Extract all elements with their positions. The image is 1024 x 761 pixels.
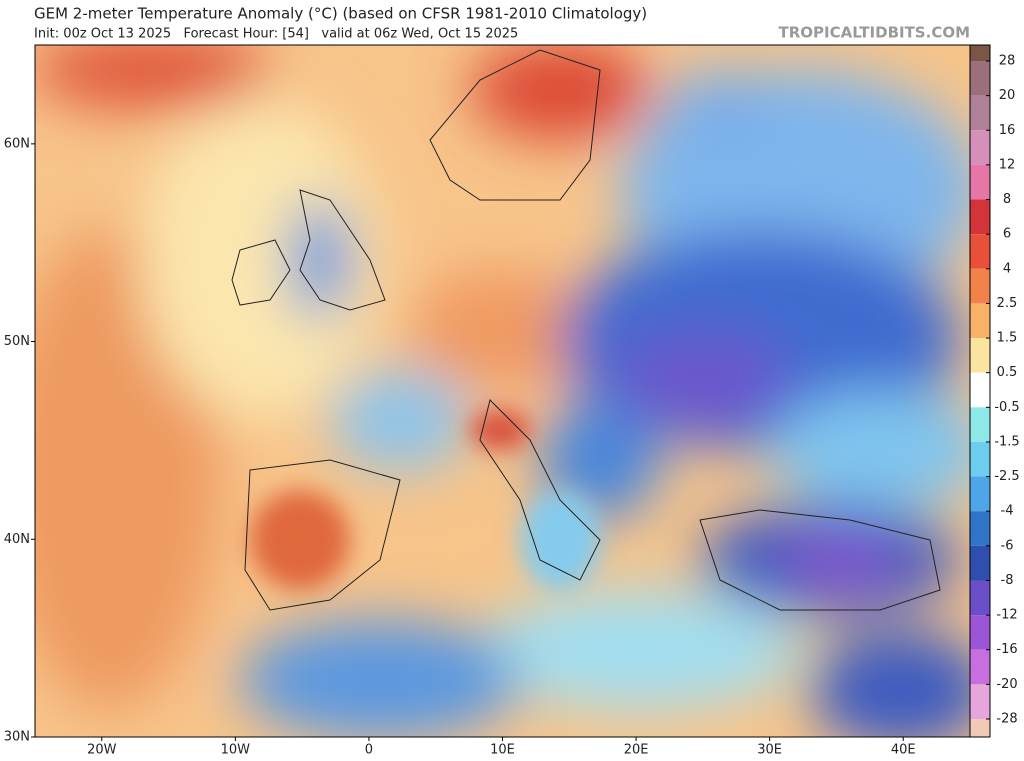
colorbar-segment bbox=[970, 649, 990, 685]
colorbar-segment bbox=[970, 545, 990, 581]
title: GEM 2-meter Temperature Anomaly (°C) (ba… bbox=[34, 5, 647, 23]
colorbar-segment bbox=[970, 719, 990, 737]
colorbar-label: -28 bbox=[996, 712, 1017, 727]
colorbar-segment bbox=[970, 407, 990, 442]
colorbar-label: 8 bbox=[1003, 192, 1011, 207]
colorbar-segment bbox=[970, 615, 990, 650]
x-tick-label: 40E bbox=[891, 743, 916, 758]
colorbar-label: -2.5 bbox=[994, 469, 1019, 484]
colorbar-segment bbox=[970, 338, 990, 373]
colorbar-label: -12 bbox=[996, 608, 1017, 623]
colorbar-label: 4 bbox=[1003, 261, 1011, 276]
colorbar-segment bbox=[970, 372, 990, 408]
colorbar-label: -16 bbox=[996, 642, 1017, 657]
colorbar-segment bbox=[970, 45, 990, 61]
x-tick-label: 10W bbox=[221, 743, 251, 758]
y-tick-label: 30N bbox=[4, 730, 30, 745]
colorbar-segment bbox=[970, 130, 990, 165]
x-tick-label: 30E bbox=[757, 743, 782, 758]
colorbar-segment bbox=[970, 234, 990, 269]
colorbar-frame bbox=[969, 44, 991, 738]
watermark: TROPICALTIDBITS.COM bbox=[779, 24, 971, 42]
map-field bbox=[35, 45, 970, 737]
colorbar-label: 6 bbox=[1003, 227, 1011, 242]
colorbar-label: -0.5 bbox=[994, 400, 1019, 415]
colorbar: 28 20 16 12 8 6 4 2.5 1.5 0.5 -0.5 -1.5 -2.5 -4 -6 -8 -1… bbox=[970, 45, 1020, 737]
colorbar-label: 0.5 bbox=[997, 365, 1018, 380]
colorbar-segment bbox=[970, 164, 990, 200]
colorbar-label: -1.5 bbox=[994, 434, 1019, 449]
colorbar-segment bbox=[970, 684, 990, 719]
colorbar-segment bbox=[970, 61, 990, 96]
colorbar-segment bbox=[970, 95, 990, 131]
colorbar-label: 1.5 bbox=[997, 331, 1018, 346]
colorbar-label: 20 bbox=[999, 88, 1016, 103]
colorbar-label: -4 bbox=[1001, 504, 1014, 519]
colorbar-segment bbox=[970, 303, 990, 339]
colorbar-label: -8 bbox=[1001, 573, 1014, 588]
x-tick-label: 20W bbox=[87, 743, 117, 758]
x-tick-label: 20E bbox=[624, 743, 649, 758]
colorbar-segment bbox=[970, 580, 990, 616]
colorbar-segment bbox=[970, 511, 990, 546]
subtitle: Init: 00z Oct 13 2025 Forecast Hour: [54… bbox=[34, 27, 518, 42]
colorbar-segment bbox=[970, 268, 990, 304]
y-tick-label: 50N bbox=[4, 334, 30, 349]
colorbar-label: -6 bbox=[1001, 538, 1014, 553]
y-tick-label: 40N bbox=[4, 532, 30, 547]
colorbar-segment bbox=[970, 476, 990, 512]
colorbar-segment bbox=[970, 199, 990, 235]
colorbar-label: -20 bbox=[996, 677, 1017, 692]
colorbar-segment bbox=[970, 441, 990, 477]
colorbar-label: 12 bbox=[999, 157, 1016, 172]
x-tick-label: 10E bbox=[490, 743, 515, 758]
colorbar-label: 16 bbox=[999, 123, 1016, 138]
colorbar-label: 2.5 bbox=[997, 296, 1018, 311]
colorbar-label: 28 bbox=[999, 54, 1016, 69]
y-tick-label: 60N bbox=[4, 136, 30, 151]
x-tick-label: 0 bbox=[365, 743, 373, 758]
